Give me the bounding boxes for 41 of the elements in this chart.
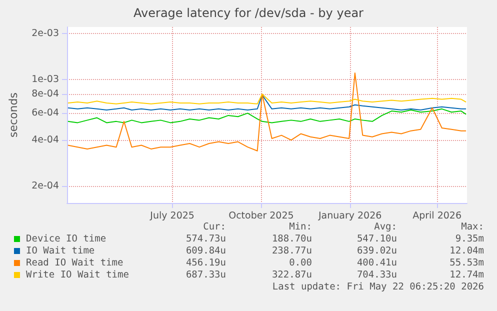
text: 547.10u <box>356 234 397 244</box>
y-tick-label: 2e-03 <box>32 28 59 39</box>
legend-label: Read IO Wait time <box>26 258 124 268</box>
line-series <box>67 108 467 124</box>
x-tick-label: April 2026 <box>412 210 462 222</box>
text: 400.41u <box>356 258 397 268</box>
line-series <box>67 72 467 152</box>
text: 704.33u <box>356 270 397 280</box>
y-tick-label: 6e-04 <box>32 108 59 119</box>
x-tick-label: October 2025 <box>228 210 294 222</box>
text: Avg: <box>374 222 397 232</box>
legend-label: Device IO time <box>26 234 106 244</box>
y-tick-label: 1e-03 <box>32 74 59 85</box>
text: 609.84u <box>186 246 226 256</box>
text: 322.87u <box>272 270 312 280</box>
y-tick-label: 8e-04 <box>32 88 59 100</box>
legend-label: Write IO Wait time <box>26 270 130 280</box>
text: Last update: Fri May 22 06:25:20 2026 <box>272 282 484 292</box>
text: Min: <box>289 222 312 232</box>
text: 12.74m <box>450 270 484 280</box>
text: 574.73u <box>186 234 226 244</box>
text: 639.02u <box>356 246 397 256</box>
x-tick-label: July 2025 <box>149 210 194 222</box>
text: 456.19u <box>186 258 226 268</box>
x-tick-label: January 2026 <box>317 210 382 222</box>
legend-label: IO Wait time <box>26 246 95 256</box>
y-tick-label: 2e-04 <box>32 180 59 192</box>
text: 188.70u <box>272 234 312 244</box>
text: 9.35m <box>455 234 484 244</box>
line-series <box>67 94 467 110</box>
text: Max: <box>461 222 484 232</box>
chart-title: Average latency for /dev/sda - by year <box>134 6 364 20</box>
text: 0.00 <box>289 258 312 268</box>
line-series <box>67 94 467 104</box>
y-tick-label: 4e-04 <box>32 134 59 146</box>
text: 55.53m <box>450 258 484 268</box>
text: 12.04m <box>450 246 484 256</box>
text: 687.33u <box>186 270 226 280</box>
y-axis-title: seconds <box>7 92 20 138</box>
text: 238.77u <box>272 246 312 256</box>
text: Cur: <box>203 222 226 232</box>
